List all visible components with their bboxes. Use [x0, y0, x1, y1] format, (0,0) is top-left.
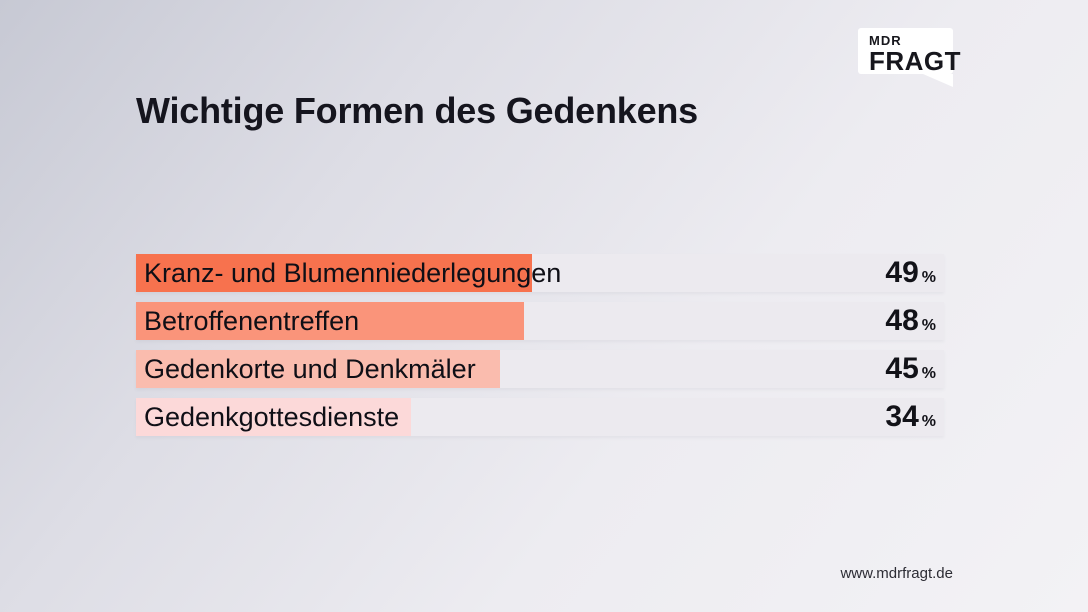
- chart-row: Gedenkorte und Denkmäler 45 %: [136, 350, 944, 388]
- bar-label: Kranz- und Blumenniederlegungen: [144, 258, 562, 288]
- chart-bar: [136, 302, 524, 340]
- bar-label: Betroffenentreffen: [144, 306, 360, 336]
- logo-line-fragt: FRAGT: [869, 46, 962, 76]
- chart-bar: [136, 398, 411, 436]
- chart-row: Betroffenentreffen 48 %: [136, 302, 944, 340]
- chart-row: Kranz- und Blumenniederlegungen 49 %: [136, 254, 944, 292]
- bar-value-number: 45: [885, 352, 919, 385]
- page-title: Wichtige Formen des Gedenkens: [136, 90, 699, 131]
- source-url: www.mdrfragt.de: [840, 565, 953, 582]
- chart-row: Gedenkgottesdienste 34 %: [136, 398, 944, 436]
- percent-sign: %: [921, 269, 936, 286]
- bar-value: 49 %: [885, 254, 936, 292]
- mdr-fragt-logo: MDR FRAGT: [858, 28, 962, 87]
- percent-sign: %: [921, 317, 936, 334]
- bar-chart: Kranz- und Blumenniederlegungen 49 % Bet…: [136, 254, 944, 446]
- chart-bar: [136, 350, 500, 388]
- logo-line-mdr: MDR: [869, 33, 902, 48]
- bar-label: Gedenkgottesdienste: [144, 402, 400, 432]
- percent-sign: %: [921, 413, 936, 430]
- bar-value-number: 48: [885, 304, 919, 337]
- percent-sign: %: [921, 365, 936, 382]
- bar-value: 45 %: [885, 350, 936, 388]
- bar-label: Gedenkorte und Denkmäler: [144, 354, 476, 384]
- bar-value: 48 %: [885, 302, 936, 340]
- bar-value-number: 34: [885, 400, 919, 433]
- bar-value: 34 %: [885, 398, 936, 436]
- bar-value-number: 49: [885, 256, 919, 289]
- chart-bar: [136, 254, 532, 292]
